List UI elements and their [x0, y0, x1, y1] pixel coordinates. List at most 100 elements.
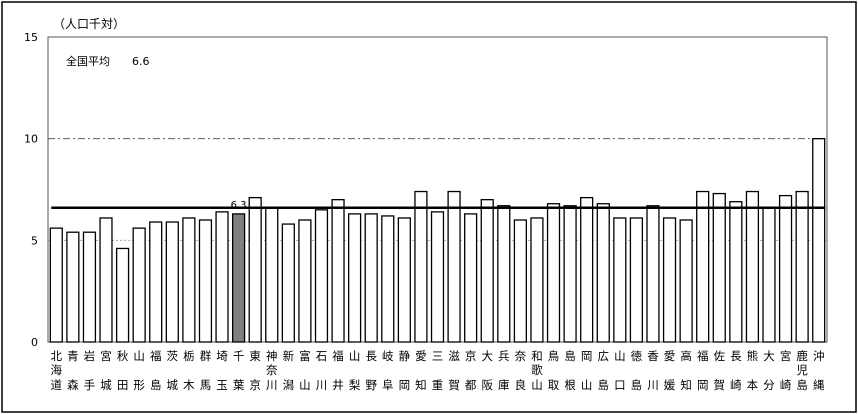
x-tick-label: 北海道 — [51, 349, 63, 392]
bar-宮城 — [99, 217, 113, 343]
bar-山梨 — [348, 213, 362, 343]
x-tick-label: 埼玉 — [216, 349, 228, 392]
x-tick-label: 東京 — [249, 349, 261, 392]
bar-沖縄 — [812, 138, 826, 343]
x-tick-label: 兵庫 — [498, 349, 510, 392]
x-tick-label: 秋田 — [117, 349, 129, 392]
bar-滋賀 — [447, 190, 461, 343]
x-tick-label: 山梨 — [349, 349, 361, 392]
bar-佐賀 — [712, 192, 726, 343]
bar-大阪 — [480, 199, 494, 343]
bar-東京 — [248, 196, 262, 343]
x-tick-label: 香川 — [647, 349, 659, 392]
y-tick-label: 10 — [24, 133, 38, 146]
bar-岐阜 — [381, 215, 395, 343]
bar-徳島 — [629, 217, 644, 343]
bar-広島 — [596, 203, 610, 343]
bar-岡山 — [580, 196, 594, 343]
bar-埼玉 — [215, 211, 229, 343]
y-tick-label: 0 — [31, 336, 38, 349]
x-tick-label: 和歌山 — [531, 349, 543, 392]
bar-島根 — [563, 205, 577, 343]
national-average-label: 全国平均 — [66, 54, 110, 68]
bar-石川 — [314, 209, 329, 343]
x-tick-label: 三重 — [432, 349, 444, 392]
x-tick-label: 熊本 — [747, 349, 759, 392]
x-tick-label: 滋賀 — [448, 349, 460, 392]
bar-愛媛 — [662, 217, 677, 343]
x-axis-labels: 北海道青森岩手宮城秋田山形福島茨城栃木群馬埼玉千葉東京神奈川新潟富山石川福井山梨… — [51, 349, 825, 392]
x-tick-label: 大分 — [763, 349, 775, 392]
bar-北海道 — [49, 227, 63, 343]
x-tick-label: 佐賀 — [714, 349, 726, 392]
y-tick-label: 15 — [24, 31, 38, 44]
x-tick-label: 群馬 — [200, 349, 212, 392]
x-tick-label: 千葉 — [233, 349, 245, 392]
bar-山口 — [613, 217, 627, 343]
bar-三重 — [430, 211, 445, 343]
bar-富山 — [298, 219, 312, 343]
bar-鳥取 — [546, 203, 561, 343]
bar-愛知 — [414, 190, 428, 343]
y-axis-unit-label: （人口千対） — [53, 17, 125, 31]
national-average-value: 6.6 — [132, 55, 150, 68]
x-tick-label: 富山 — [299, 349, 311, 392]
highlight-bar-label: 6.3 — [231, 200, 247, 211]
bar-千葉 — [231, 213, 246, 343]
x-tick-label: 新潟 — [283, 349, 295, 392]
bar-奈良 — [513, 219, 527, 343]
bar-福井 — [331, 199, 345, 343]
x-tick-label: 山形 — [133, 349, 145, 392]
bar-静岡 — [397, 217, 411, 343]
x-tick-label: 島根 — [564, 349, 576, 392]
x-tick-label: 神奈川 — [266, 349, 278, 392]
x-tick-label: 宮城 — [100, 349, 112, 392]
y-tick-label: 5 — [31, 234, 38, 247]
bar-福岡 — [696, 190, 710, 343]
bar-宮崎 — [778, 194, 793, 343]
bar-長崎 — [729, 201, 743, 343]
bar-長野 — [364, 213, 378, 343]
x-tick-label: 栃木 — [183, 349, 195, 392]
x-tick-label: 福井 — [332, 349, 344, 392]
bar-山形 — [132, 227, 146, 343]
x-tick-label: 福岡 — [697, 349, 709, 392]
bar-高知 — [679, 219, 693, 343]
bars — [49, 138, 826, 343]
x-tick-label: 京都 — [465, 349, 477, 392]
x-tick-label: 茨城 — [167, 349, 179, 392]
x-tick-label: 広島 — [597, 349, 609, 392]
bar-群馬 — [198, 219, 213, 343]
bar-新潟 — [281, 223, 295, 343]
bar-青森 — [66, 231, 80, 343]
x-tick-label: 岐阜 — [382, 349, 394, 392]
x-tick-label: 愛媛 — [664, 349, 676, 392]
x-tick-label: 福島 — [150, 349, 162, 392]
x-tick-label: 山口 — [614, 349, 626, 392]
x-tick-label: 鹿児島 — [796, 349, 808, 392]
x-tick-label: 宮崎 — [780, 349, 792, 392]
bar-香川 — [646, 205, 660, 343]
bar-大分 — [762, 207, 776, 343]
x-tick-label: 大阪 — [481, 349, 493, 392]
bar-鹿児島 — [795, 190, 809, 343]
x-tick-label: 奈良 — [515, 349, 527, 392]
x-tick-label: 石川 — [316, 349, 328, 392]
x-tick-label: 長崎 — [730, 349, 742, 392]
x-tick-label: 静岡 — [399, 349, 411, 392]
x-tick-label: 沖縄 — [813, 349, 825, 392]
x-tick-label: 徳島 — [631, 349, 643, 392]
bar-秋田 — [115, 247, 130, 343]
x-tick-label: 長野 — [365, 349, 377, 392]
x-tick-label: 青森 — [67, 349, 79, 392]
bar-岩手 — [82, 231, 97, 343]
bar-神奈川 — [265, 207, 279, 343]
x-tick-label: 愛知 — [415, 349, 427, 392]
bar-京都 — [464, 213, 478, 343]
bar-福島 — [149, 221, 163, 343]
x-tick-label: 高知 — [680, 349, 692, 392]
bar-和歌山 — [530, 217, 544, 343]
bar-熊本 — [745, 190, 760, 343]
x-tick-label: 岩手 — [84, 349, 96, 392]
